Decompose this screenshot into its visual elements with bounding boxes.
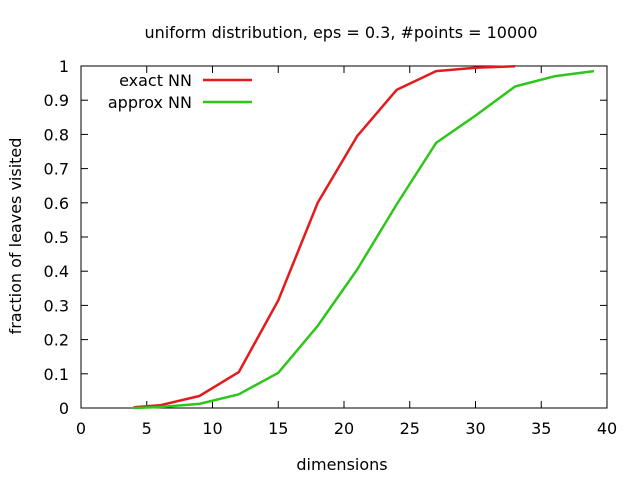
y-tick-label: 0.6 <box>44 194 69 213</box>
y-tick-label: 0.2 <box>44 331 69 350</box>
y-tick-label: 0.5 <box>44 228 69 247</box>
x-axis-label: dimensions <box>296 455 387 474</box>
series-line-exact-nn <box>133 65 516 409</box>
legend: exact NN approx NN <box>108 71 252 112</box>
plot-frame <box>80 65 608 409</box>
x-tick-label: 20 <box>334 419 354 438</box>
x-tick-label: 40 <box>597 419 617 438</box>
x-axis: 0 5 10 15 20 25 30 35 40 <box>76 66 617 438</box>
y-axis-label: fraction of leaves visited <box>6 138 25 335</box>
y-tick-label: 0 <box>59 399 69 418</box>
y-tick-label: 0.1 <box>44 365 69 384</box>
plot-area: 0 5 10 15 20 25 30 35 40 00.10.20.30.40.50.60.70… <box>44 57 618 438</box>
y-axis: 0 0.1 0.2 0.3 0.4 0.5 0.6 0.7 0.8 0.9 1 <box>44 57 607 418</box>
y-tick-label: 1 <box>59 57 69 76</box>
chart-title: uniform distribution, eps = 0.3, #points… <box>144 23 537 42</box>
legend-label-exact-nn: exact NN <box>119 71 192 90</box>
x-tick-label: 0 <box>76 419 86 438</box>
y-tick-label: 0.4 <box>44 262 69 281</box>
y-tick-label: 0.8 <box>44 125 69 144</box>
x-tick-label: 15 <box>268 419 288 438</box>
x-tick-label: 35 <box>531 419 551 438</box>
x-tick-label: 5 <box>142 419 152 438</box>
x-tick-label: 30 <box>465 419 485 438</box>
series-line-approx-nn <box>133 69 595 410</box>
y-tick-label: 0.3 <box>44 296 69 315</box>
x-tick-label: 10 <box>202 419 222 438</box>
legend-label-approx-nn: approx NN <box>108 93 192 112</box>
y-tick-label: 0.7 <box>44 160 69 179</box>
y-tick-label: 0.9 <box>44 91 69 110</box>
series-lines <box>133 65 595 410</box>
x-tick-label: 25 <box>400 419 420 438</box>
